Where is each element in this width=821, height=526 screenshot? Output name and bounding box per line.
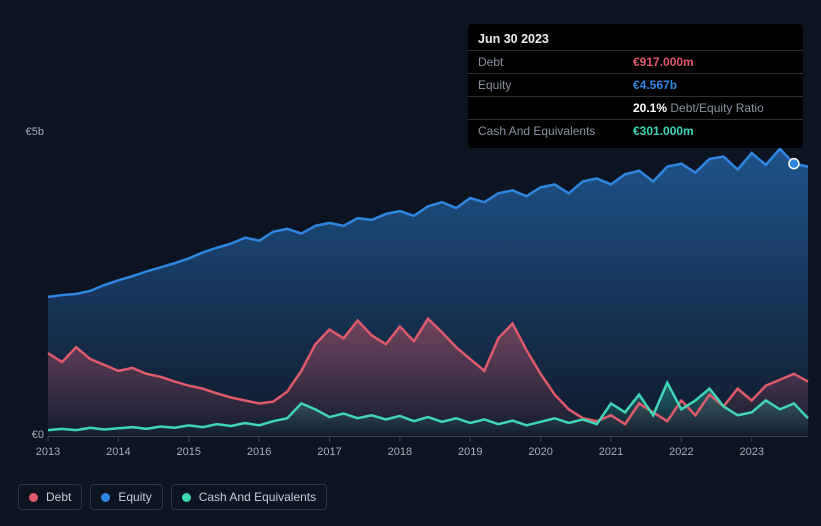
tooltip-row-label [478, 99, 633, 117]
tooltip-row-label: Equity [478, 76, 633, 94]
tooltip-date: Jun 30 2023 [468, 30, 803, 50]
legend-dot-icon [101, 493, 110, 502]
legend-dot-icon [182, 493, 191, 502]
tooltip-row-value: €301.000m [633, 122, 694, 140]
legend-item-cash-and-equivalents[interactable]: Cash And Equivalents [171, 484, 327, 510]
active-point-marker [789, 159, 799, 169]
legend-label: Equity [118, 490, 151, 504]
tooltip-row: 20.1% Debt/Equity Ratio [468, 96, 803, 119]
x-axis-tick-label: 2020 [528, 446, 552, 458]
x-axis-tick-label: 2014 [106, 446, 130, 458]
tooltip-row: Debt€917.000m [468, 50, 803, 73]
tooltip-row-value: €4.567b [633, 76, 677, 94]
legend-label: Debt [46, 490, 71, 504]
x-axis-tick-label: 2021 [599, 446, 623, 458]
x-axis-tick-label: 2018 [388, 446, 412, 458]
x-axis-tick-label: 2013 [36, 446, 60, 458]
x-axis-tick-label: 2017 [317, 446, 341, 458]
x-axis-tick-label: 2019 [458, 446, 482, 458]
x-axis-tick-label: 2022 [669, 446, 693, 458]
legend-item-equity[interactable]: Equity [90, 484, 162, 510]
x-axis-tick-label: 2015 [176, 446, 200, 458]
tooltip-row-value: 20.1% Debt/Equity Ratio [633, 99, 764, 117]
x-axis-tick-label: 2023 [739, 446, 763, 458]
chart-tooltip: Jun 30 2023 Debt€917.000mEquity€4.567b20… [468, 24, 803, 148]
legend-label: Cash And Equivalents [199, 490, 316, 504]
tooltip-row-value: €917.000m [633, 53, 694, 71]
y-axis-label-zero: €0 [4, 429, 44, 441]
chart-legend: Debt Equity Cash And Equivalents [18, 484, 327, 510]
debt-equity-chart: €5b €0 2013 2014 2015 2016 2017 2018 2019 2020 2… [0, 0, 821, 526]
tooltip-row-label: Cash And Equivalents [478, 122, 633, 140]
tooltip-row: Cash And Equivalents€301.000m [468, 119, 803, 142]
legend-item-debt[interactable]: Debt [18, 484, 82, 510]
tooltip-row: Equity€4.567b [468, 73, 803, 96]
y-axis-label-max: €5b [4, 126, 44, 138]
x-axis-tick-label: 2016 [247, 446, 271, 458]
tooltip-row-label: Debt [478, 53, 633, 71]
legend-dot-icon [29, 493, 38, 502]
